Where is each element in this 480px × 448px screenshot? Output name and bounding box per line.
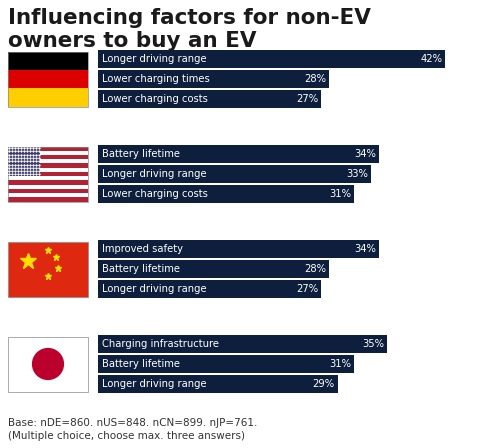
Text: 35%: 35% [362,339,384,349]
Text: 34%: 34% [354,149,376,159]
Bar [8,88,88,107]
Text: 31%: 31% [329,359,351,369]
Text: Improved safety: Improved safety [102,244,183,254]
Text: Battery lifetime: Battery lifetime [102,359,180,369]
Bar [8,193,88,197]
Text: Longer driving range: Longer driving range [102,169,206,179]
Bar [8,185,88,189]
Text: 29%: 29% [312,379,335,389]
Bar [8,336,88,392]
Bar [98,375,338,393]
Bar [98,260,329,278]
Text: Base: nDE=860. nUS=848. nCN=899. nJP=761.
(Multiple choice, choose max. three an: Base: nDE=860. nUS=848. nCN=899. nJP=761… [8,418,257,441]
Text: Lower charging costs: Lower charging costs [102,189,208,199]
Text: 31%: 31% [329,189,351,199]
Text: 33%: 33% [346,169,368,179]
Bar [8,146,88,151]
Bar [8,164,88,168]
Bar [8,189,88,193]
Bar [8,241,88,297]
Bar [8,197,88,202]
Text: Battery lifetime: Battery lifetime [102,264,180,274]
Bar [8,70,88,88]
Text: Charging infrastructure: Charging infrastructure [102,339,219,349]
Circle shape [33,349,63,379]
Bar [98,280,321,298]
Bar [8,146,40,176]
Bar [8,172,88,176]
Bar [8,146,88,202]
Bar [98,90,321,108]
Bar [98,240,379,258]
Bar [8,52,88,107]
Bar [8,176,88,181]
Bar [98,355,354,373]
Bar [8,151,88,155]
Bar [8,181,88,185]
Text: 28%: 28% [304,264,326,274]
Bar [8,52,88,70]
Text: 28%: 28% [304,74,326,84]
Bar [98,335,387,353]
Bar [98,50,445,68]
Bar [8,155,88,159]
Text: 34%: 34% [354,244,376,254]
Bar [98,185,354,203]
Text: Longer driving range: Longer driving range [102,379,206,389]
Bar [8,168,88,172]
Bar [98,165,371,183]
Text: 42%: 42% [420,54,442,64]
Bar [8,159,88,164]
Text: 27%: 27% [296,284,318,294]
Text: Battery lifetime: Battery lifetime [102,149,180,159]
Text: Longer driving range: Longer driving range [102,284,206,294]
Bar [98,70,329,88]
Text: Longer driving range: Longer driving range [102,54,206,64]
Text: Lower charging costs: Lower charging costs [102,94,208,104]
Text: 27%: 27% [296,94,318,104]
Bar [98,145,379,163]
Text: Influencing factors for non-EV
owners to buy an EV: Influencing factors for non-EV owners to… [8,8,371,51]
Text: Lower charging times: Lower charging times [102,74,210,84]
